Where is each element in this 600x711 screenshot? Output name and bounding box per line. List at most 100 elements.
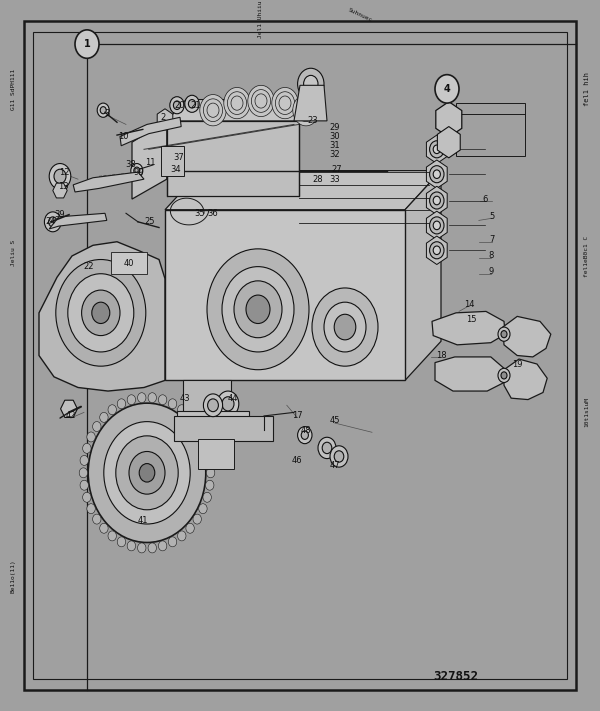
Circle shape [88,403,206,542]
Circle shape [501,331,507,338]
Circle shape [293,95,319,126]
Circle shape [207,103,219,117]
Circle shape [330,446,348,467]
Polygon shape [427,135,447,164]
Text: Suhnuec: Suhnuec [347,8,373,23]
Polygon shape [132,121,167,199]
Circle shape [430,242,444,259]
Circle shape [298,68,324,100]
Text: 30: 30 [329,132,340,141]
Circle shape [188,100,196,108]
Text: 48: 48 [301,426,311,434]
Circle shape [430,166,444,183]
Polygon shape [157,109,173,130]
Text: 327852: 327852 [433,670,479,683]
Text: 2: 2 [161,113,166,122]
Circle shape [169,399,177,409]
Text: fel1 hih: fel1 hih [584,72,590,106]
Circle shape [208,399,218,412]
Circle shape [169,537,177,547]
Text: 47: 47 [329,461,340,470]
Circle shape [129,451,165,494]
Text: 32: 32 [329,151,340,159]
Text: 17: 17 [292,412,302,420]
Text: 39: 39 [55,210,65,219]
Polygon shape [120,117,181,146]
Polygon shape [165,171,441,210]
Circle shape [100,523,108,533]
Circle shape [158,541,167,551]
Circle shape [312,288,378,366]
Bar [177,411,249,427]
Circle shape [54,169,66,183]
Circle shape [82,290,120,336]
Circle shape [158,395,167,405]
Circle shape [199,503,207,513]
Circle shape [108,531,116,541]
Circle shape [203,492,211,502]
Polygon shape [437,127,460,158]
Circle shape [501,372,507,379]
Circle shape [104,422,190,524]
Text: 8: 8 [488,252,493,260]
Circle shape [433,246,440,255]
Text: 4: 4 [443,84,451,94]
Text: 20: 20 [175,101,185,109]
Polygon shape [427,160,447,188]
Circle shape [170,97,184,114]
Bar [111,252,147,274]
Bar [183,380,231,412]
Circle shape [100,412,108,422]
Text: 18: 18 [436,351,446,360]
Circle shape [80,456,88,466]
Circle shape [296,99,316,122]
Circle shape [430,217,444,234]
Polygon shape [61,400,77,417]
Text: 45: 45 [329,417,340,425]
Text: 10t1s1uM: 10t1s1uM [584,397,589,427]
Circle shape [178,405,186,415]
Text: 1: 1 [83,39,91,49]
Text: 38: 38 [125,161,136,169]
Text: 25: 25 [145,218,155,226]
Text: 41: 41 [137,516,148,525]
Text: 36: 36 [208,209,218,218]
Polygon shape [39,242,165,391]
Text: 29: 29 [329,124,340,132]
Circle shape [300,103,312,117]
Text: 35: 35 [194,209,205,218]
Text: 31: 31 [329,141,340,149]
Circle shape [56,260,146,366]
Circle shape [279,96,291,110]
Circle shape [49,164,71,189]
Circle shape [100,107,106,114]
Circle shape [227,92,247,114]
Text: 22: 22 [83,262,94,271]
Circle shape [433,170,440,178]
Circle shape [185,95,199,112]
Circle shape [324,302,366,352]
Text: 40: 40 [124,259,134,267]
Circle shape [137,543,146,553]
Circle shape [304,75,318,92]
Text: 23: 23 [308,117,319,125]
Text: fel1eB0c1 C: fel1eB0c1 C [584,235,589,277]
Circle shape [318,437,336,459]
Circle shape [334,451,344,462]
Polygon shape [53,183,67,198]
Circle shape [137,392,146,402]
Circle shape [272,87,298,119]
Polygon shape [435,357,504,391]
Circle shape [203,394,223,417]
Bar [165,210,405,380]
Circle shape [433,145,440,154]
Text: G11 SdPH111: G11 SdPH111 [11,68,16,109]
Circle shape [83,492,91,502]
Circle shape [97,103,109,117]
Polygon shape [427,211,447,240]
Bar [456,103,525,156]
Circle shape [231,96,243,110]
Circle shape [87,503,95,513]
Circle shape [193,422,202,432]
Text: 5: 5 [490,213,494,221]
